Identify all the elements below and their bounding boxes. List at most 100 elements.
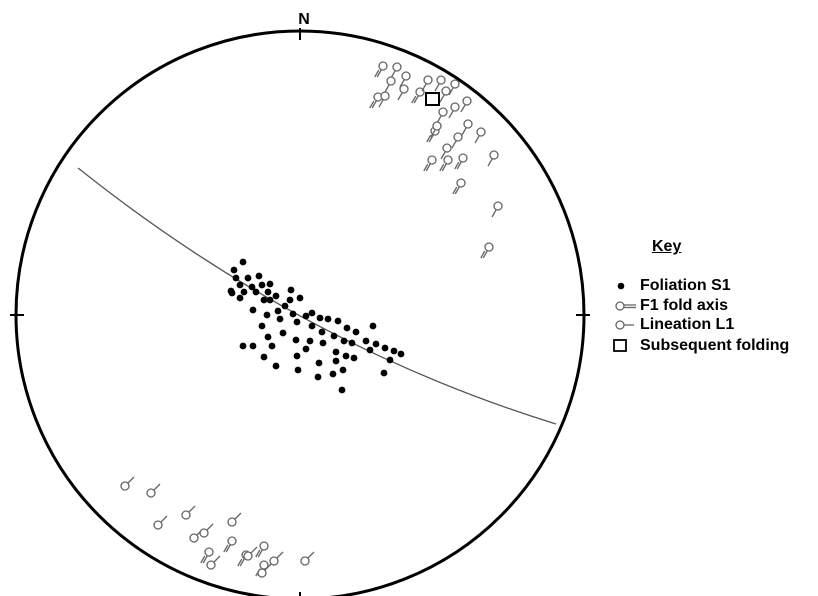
foliation-point (332, 348, 340, 356)
primitive-circle (14, 29, 586, 596)
foliation-point (386, 356, 394, 364)
lineation-point (199, 523, 214, 538)
lineation-point (120, 476, 135, 491)
foliation-point (260, 353, 268, 361)
lineation-point (460, 96, 472, 113)
foliation-point (343, 324, 351, 332)
foliation-point (390, 347, 398, 355)
lineation-point (206, 555, 221, 570)
foliation-point (296, 294, 304, 302)
foliation-point (362, 337, 370, 345)
key-label: Foliation S1 (640, 277, 731, 294)
foliation-point (236, 281, 244, 289)
foliation-point (236, 294, 244, 302)
foliation-point (324, 315, 332, 323)
foliation-point (292, 336, 300, 344)
foliation-point (293, 352, 301, 360)
filled-dot-icon (617, 282, 625, 290)
foliation-point (239, 342, 247, 350)
fold-axis-point (374, 61, 388, 78)
fold-axis-point (369, 92, 383, 109)
foliation-point (264, 333, 272, 341)
fold-axis-point (439, 155, 453, 172)
lineation-point (153, 515, 168, 530)
lineation-point (440, 143, 452, 160)
foliation-point (255, 272, 263, 280)
foliation-point (263, 311, 271, 319)
foliation-point (227, 287, 235, 295)
foliation-point (289, 310, 297, 318)
lineation-point (378, 91, 390, 108)
lineation-icon (615, 320, 634, 330)
foliation-point (248, 283, 256, 291)
foliation-point (315, 359, 323, 367)
foliation-point (302, 345, 310, 353)
foliation-point (293, 318, 301, 326)
foliation-point (334, 317, 342, 325)
fold-axis-point (200, 547, 214, 564)
fold-axis-point (452, 178, 466, 195)
lineation-point (397, 84, 409, 101)
fold-axis-point (423, 155, 437, 172)
foliation-point (369, 322, 377, 330)
foliation-point (352, 328, 360, 336)
foliation-point (381, 344, 389, 352)
foliation-point (276, 315, 284, 323)
lineation-point (300, 551, 315, 566)
foliation-point (240, 288, 248, 296)
foliation-point (329, 370, 337, 378)
foliation-point (260, 296, 268, 304)
lineation-point (461, 119, 473, 136)
foliation-point (249, 306, 257, 314)
open-square-icon (613, 339, 627, 352)
lineation-point (491, 201, 503, 218)
lineation-point (421, 75, 433, 92)
foliation-point (380, 369, 388, 377)
foliation-point (258, 281, 266, 289)
foliation-point (308, 322, 316, 330)
foliation-point (258, 322, 266, 330)
lineation-point (434, 75, 446, 92)
north-label: N (298, 11, 310, 28)
fold-axis-point (255, 541, 269, 558)
key-item-subsequent-folding: Subsequent folding (612, 336, 812, 356)
fold-axis-point (223, 536, 237, 553)
lineation-point (474, 127, 486, 144)
lineation-point (146, 483, 161, 498)
key-label: Lineation L1 (640, 316, 735, 333)
fold-axis-icon (615, 301, 636, 311)
foliation-point (350, 354, 358, 362)
fold-axis-point (454, 153, 468, 170)
foliation-point (348, 339, 356, 347)
lineation-point (451, 132, 463, 149)
foliation-point (268, 342, 276, 350)
lineation-point (257, 563, 272, 578)
foliation-point (239, 258, 247, 266)
key-item-fold-axis: F1 fold axis (612, 296, 812, 316)
foliation-point (279, 329, 287, 337)
foliation-point (266, 280, 274, 288)
key-label: F1 fold axis (640, 297, 729, 314)
foliation-point (232, 274, 240, 282)
foliation-point (306, 337, 314, 345)
lineation-point (390, 62, 402, 79)
foliation-point (281, 302, 289, 310)
lineation-point (243, 546, 258, 561)
foliation-point (332, 357, 340, 365)
lineation-point (227, 512, 242, 527)
foliation-point (287, 286, 295, 294)
foliation-point (339, 366, 347, 374)
great-circle (77, 167, 557, 425)
foliation-point (314, 373, 322, 381)
lineation-point (487, 150, 499, 167)
foliation-point (316, 314, 324, 322)
foliation-point (266, 296, 274, 304)
key-title: Key (652, 238, 682, 255)
foliation-point (308, 309, 316, 317)
foliation-point (249, 342, 257, 350)
fold-axis-points (200, 61, 494, 577)
lineation-point (384, 76, 396, 93)
key-label: Subsequent folding (640, 337, 790, 354)
foliation-point (366, 346, 374, 354)
lineation-point (430, 121, 442, 138)
